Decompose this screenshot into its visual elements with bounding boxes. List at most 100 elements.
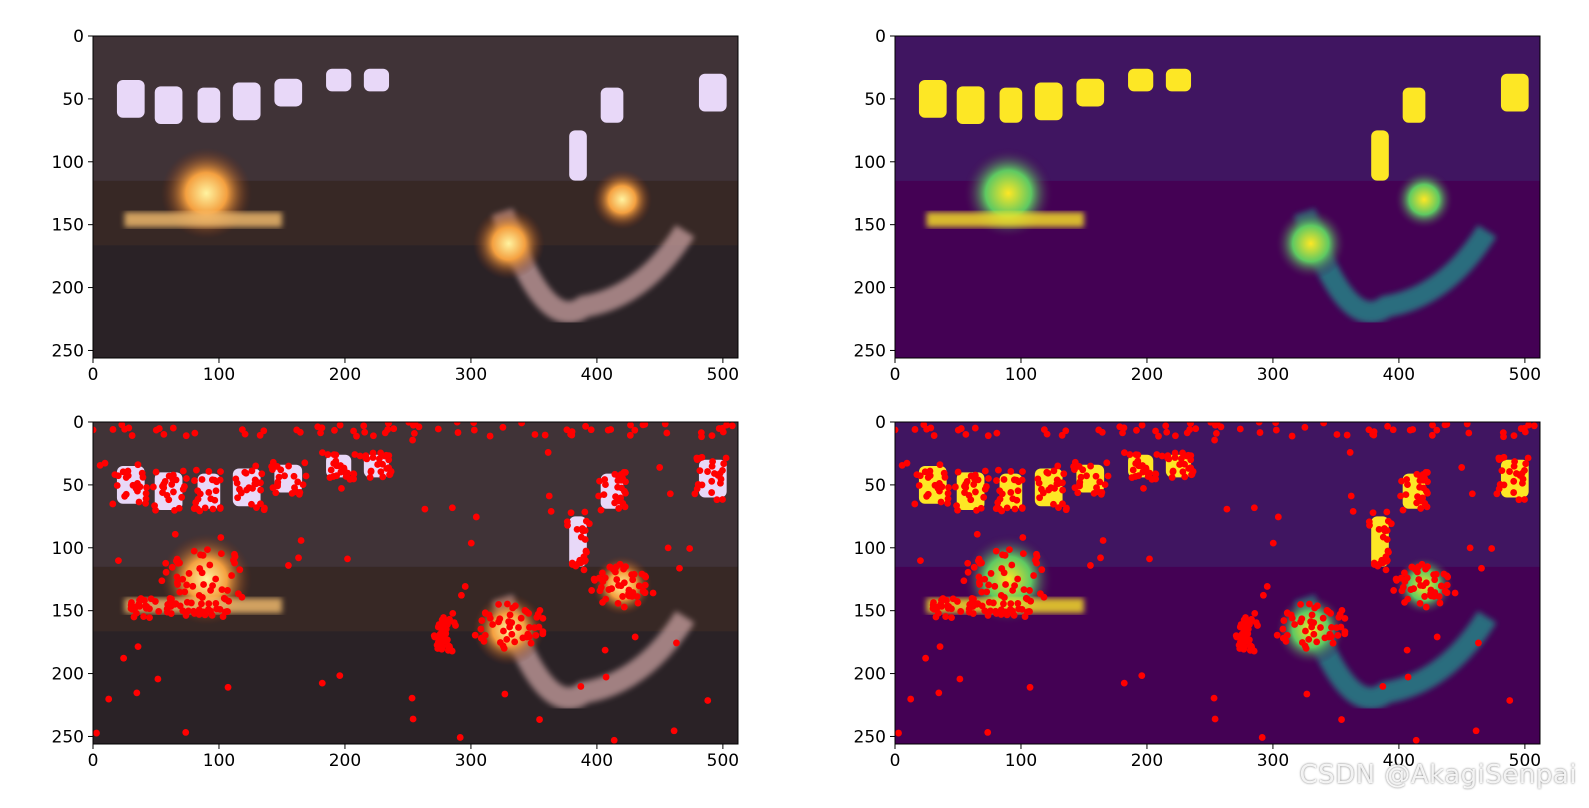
scatter-point [139, 473, 147, 481]
scatter-point [1135, 462, 1143, 470]
scatter-point [1026, 683, 1034, 691]
scatter-point [1043, 430, 1051, 438]
scatter-point [1019, 534, 1027, 541]
scatter-point [568, 428, 576, 436]
scatter-point [1008, 561, 1016, 569]
scatter-point [163, 605, 171, 613]
scatter-point [191, 477, 198, 484]
scatter-point [212, 600, 220, 607]
scatter-point [1463, 422, 1471, 428]
scatter-point [1521, 466, 1528, 474]
scatter-point [1252, 619, 1260, 626]
scatter-point [344, 555, 351, 563]
x-tick-label: 500 [707, 751, 739, 771]
scatter-point [1014, 575, 1022, 583]
scatter-point [224, 608, 231, 615]
scatter-point [1320, 422, 1328, 427]
image-window [274, 78, 303, 107]
scatter-point [511, 638, 519, 646]
scatter-point [704, 697, 712, 704]
scatter-point [945, 484, 952, 491]
scatter-point [1132, 451, 1140, 458]
scatter-point [1185, 465, 1193, 472]
axes-frame [92, 421, 739, 745]
scatter-point [1404, 481, 1411, 488]
scatter-point [152, 468, 160, 476]
scatter-point [189, 582, 197, 590]
x-tick-label: 200 [329, 751, 361, 771]
scatter-point [379, 460, 386, 468]
y-tick-label: 250 [52, 727, 84, 747]
scatter-point [191, 429, 199, 437]
scatter-point [1412, 736, 1420, 744]
scatter-point [360, 422, 368, 430]
scatter-point [1138, 672, 1146, 680]
scatter-point [1236, 425, 1244, 433]
scatter-point [1417, 505, 1425, 512]
y-tick-label: 0 [73, 413, 84, 433]
scatter-point [1071, 466, 1078, 474]
scatter-point [981, 467, 989, 475]
scatter-point [1379, 683, 1387, 690]
scatter-point [1443, 422, 1451, 428]
scatter-point [709, 458, 717, 465]
scatter-point [1120, 679, 1128, 687]
scatter-point [719, 496, 726, 503]
scatter-point [342, 469, 349, 476]
scatter-point [956, 675, 964, 683]
scatter-point [577, 559, 585, 567]
scatter-point [143, 484, 150, 491]
scatter-point [1099, 537, 1107, 544]
scatter-point [204, 546, 211, 553]
scatter-point [130, 613, 138, 621]
scatter-point [1040, 593, 1048, 601]
scatter-point [686, 545, 694, 552]
scatter-point [1500, 433, 1507, 441]
scatter-point [1402, 491, 1410, 499]
scatter-point [895, 426, 899, 434]
scatter-point [350, 475, 358, 483]
scatter-point [996, 505, 1003, 513]
scatter-point [1181, 473, 1189, 481]
scatter-point [964, 568, 972, 576]
scatter-point [294, 478, 302, 486]
scatter-point [951, 483, 959, 491]
scatter-point [1093, 484, 1100, 492]
scatter-point [1475, 639, 1482, 647]
scatter-point [957, 608, 965, 615]
x-tick-label: 200 [1131, 365, 1163, 385]
scatter-point [627, 422, 634, 429]
x-tick-label: 0 [890, 365, 901, 385]
scatter-point [987, 570, 995, 577]
scatter-point [661, 422, 669, 428]
scatter-point [1003, 504, 1011, 512]
scatter-point [503, 635, 511, 643]
scatter-point [924, 490, 932, 498]
scatter-point [1018, 505, 1026, 512]
scatter-point [1443, 581, 1451, 589]
scatter-point [1168, 474, 1176, 481]
scatter-point [1000, 476, 1008, 483]
scatter-point [1500, 481, 1508, 489]
scatter-point [194, 495, 202, 503]
scatter-point [290, 472, 298, 480]
scatter-point [602, 481, 609, 488]
scatter-point [639, 587, 647, 595]
scatter-point [1419, 494, 1427, 502]
scatter-point [1428, 431, 1436, 439]
scatter-point [1223, 505, 1231, 513]
x-tick-label: 400 [1383, 751, 1415, 771]
scatter-point [1416, 599, 1424, 607]
scatter-point [105, 695, 113, 703]
scatter-point [336, 672, 344, 680]
scatter-point [248, 467, 256, 475]
scatter-point [115, 557, 122, 565]
scatter-point [351, 451, 359, 458]
scatter-point [211, 496, 219, 504]
scatter-point [663, 429, 671, 437]
scatter-point [295, 554, 302, 562]
scatter-point [620, 603, 628, 611]
scatter-point [965, 491, 973, 499]
scatter-point [509, 604, 517, 612]
scatter-point [470, 426, 478, 434]
